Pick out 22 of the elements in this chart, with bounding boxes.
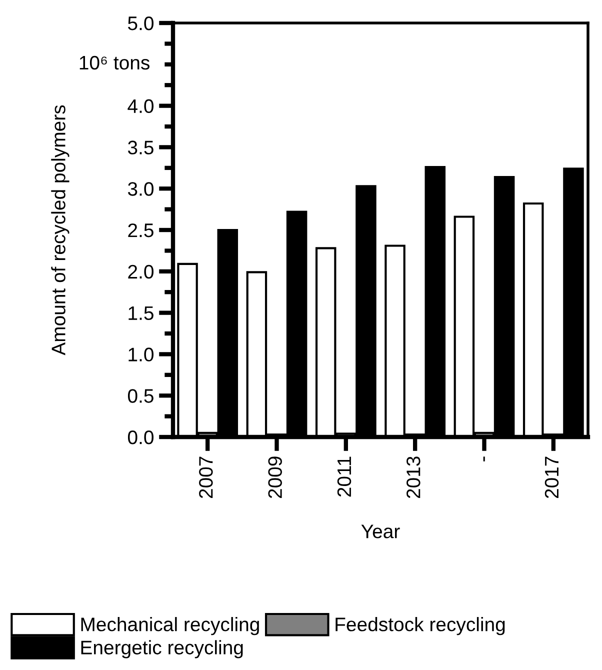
y-axis-title: Amount of recycled polymers — [51, 105, 70, 356]
x-tick-label: 2017 — [544, 456, 559, 498]
legend-label: Energetic recycling — [81, 640, 243, 658]
x-axis-title: Year — [361, 524, 400, 538]
x-tick-label: - — [483, 456, 485, 462]
legend-label: Mechanical recycling — [81, 617, 259, 636]
text: 10⁶ tons — [80, 56, 150, 70]
legend-label: Feedstock recycling — [336, 617, 505, 636]
x-tick-label: 2007 — [199, 456, 213, 498]
x-tick-label: 2011 — [337, 456, 352, 497]
y-tick-label: 0.0 — [128, 430, 154, 444]
x-tick-label: 2013 — [406, 456, 420, 498]
y-tick-label: 3.5 — [128, 140, 154, 154]
y-tick-label: 5.0 — [128, 16, 154, 30]
y-tick-label: 2.0 — [128, 264, 154, 279]
y-tick-label: 0.5 — [128, 389, 154, 403]
y-tick-label: 1.0 — [128, 348, 154, 362]
y-tick-label: 3.0 — [128, 182, 154, 196]
y-tick-label: 2.5 — [128, 223, 154, 238]
y-tick-label: 1.5 — [128, 306, 154, 320]
y-tick-label: 4.0 — [128, 99, 154, 114]
x-tick-label: 2009 — [268, 456, 282, 498]
